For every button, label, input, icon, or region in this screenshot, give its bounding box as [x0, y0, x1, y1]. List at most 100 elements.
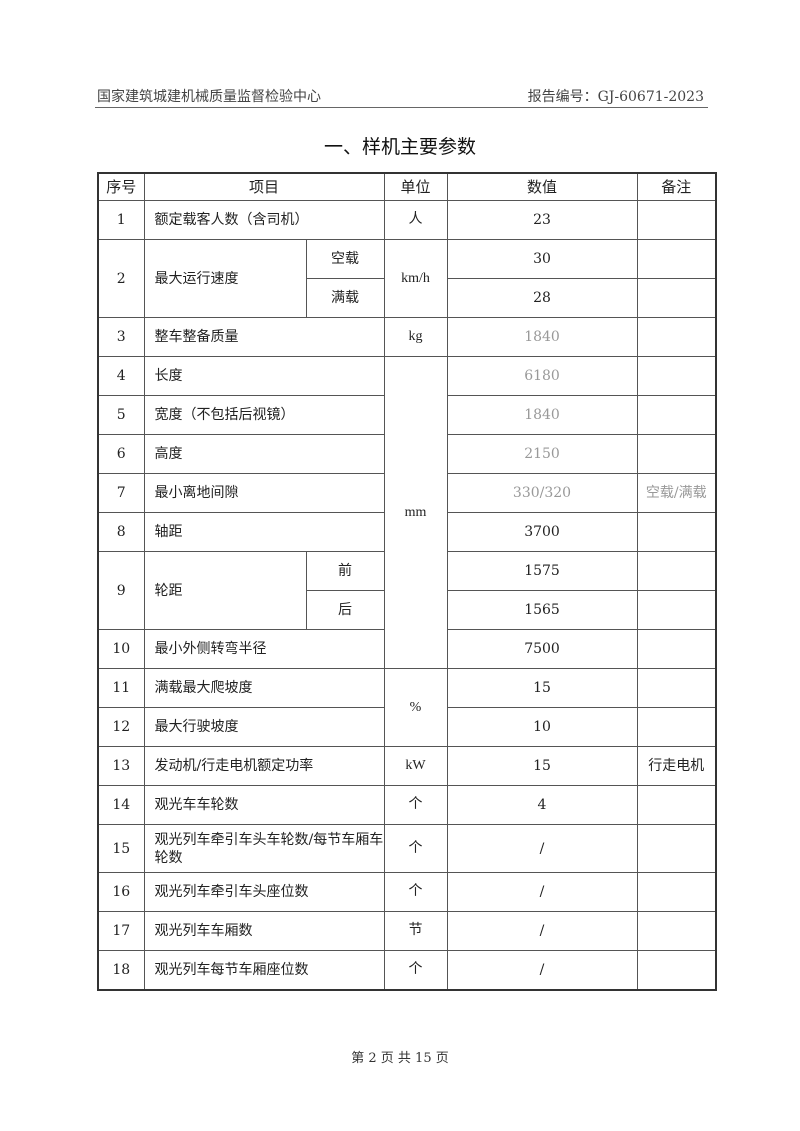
row-value: 1840 [446, 395, 638, 435]
row-number: 3 [97, 317, 145, 357]
table-header-row: 序号 项目 单位 数值 备注 [97, 172, 717, 201]
row-unit: kg [383, 317, 448, 357]
row-item: 最大运行速度 [143, 239, 307, 318]
row-unit: 个 [383, 824, 448, 873]
row-value: / [446, 824, 638, 873]
row-unit: 个 [383, 950, 448, 991]
row-item: 观光列车车厢数 [143, 911, 385, 951]
table-row: 4 长度 mm 6180 [97, 356, 717, 669]
row-value: 1565 [446, 590, 638, 630]
row-value: / [446, 950, 638, 991]
table-row: 12 最大行驶坡度 10 [97, 707, 717, 747]
page-number: 第 2 页 共 15 页 [351, 1051, 449, 1066]
row-number: 4 [97, 356, 145, 396]
row-value: 10 [446, 707, 638, 747]
row-sub-item: 满载 [305, 278, 385, 318]
table-row: 10 最小外侧转弯半径 7500 [97, 629, 717, 669]
row-unit: 个 [383, 872, 448, 912]
header-organization: 国家建筑城建机械质量监督检验中心 [97, 89, 321, 105]
table-row: 后 1565 [98, 590, 717, 630]
row-remark [636, 551, 717, 591]
row-item: 观光列车牵引车头车轮数/每节车厢车轮数 [143, 824, 385, 873]
row-item: 宽度（不包括后视镜） [143, 395, 385, 435]
row-item: 额定载客人数（含司机） [143, 200, 385, 240]
row-value: / [446, 911, 638, 951]
row-number: 6 [97, 434, 145, 474]
row-remark [636, 911, 717, 951]
row-sub-item: 空载 [305, 239, 385, 279]
row-value: 2150 [446, 434, 638, 474]
column-header: 备注 [636, 172, 717, 201]
row-value: 23 [446, 200, 638, 240]
table-row: 15 观光列车牵引车头车轮数/每节车厢车轮数个 / [97, 824, 717, 873]
table-row: 7 最小离地间隙 330/320 空载/满载 [97, 473, 717, 513]
row-remark: 空载/满载 [636, 473, 717, 513]
row-item: 最小外侧转弯半径 [143, 629, 385, 669]
row-remark [636, 434, 717, 474]
row-unit: 人 [383, 200, 448, 240]
row-remark [636, 512, 717, 552]
row-value: 4 [446, 785, 638, 825]
row-sub-item: 后 [305, 590, 385, 630]
row-remark [636, 590, 717, 630]
row-remark [636, 707, 717, 747]
row-remark [636, 200, 717, 240]
column-header: 单位 [383, 172, 448, 201]
row-number: 5 [97, 395, 145, 435]
row-number: 14 [97, 785, 145, 825]
row-number: 12 [97, 707, 145, 747]
row-unit: kW [383, 746, 448, 786]
row-number: 17 [97, 911, 145, 951]
row-value: 7500 [446, 629, 638, 669]
row-item: 整车整备质量 [143, 317, 385, 357]
table-row: 6 高度 2150 [97, 434, 717, 474]
table-row: 满载 28 [98, 278, 717, 318]
row-remark [636, 395, 717, 435]
row-remark [636, 668, 717, 708]
row-remark [636, 239, 717, 279]
row-number: 9 [97, 551, 145, 630]
header-report-number: 报告编号：GJ-60671-2023 [527, 89, 704, 105]
row-value: 1575 [446, 551, 638, 591]
row-value: 6180 [446, 356, 638, 396]
row-value: 3700 [446, 512, 638, 552]
column-header: 数值 [446, 172, 638, 201]
table-row: 8 轴距 3700 [97, 512, 717, 552]
row-remark [636, 785, 717, 825]
table-row: 2 最大运行速度 空载 km/h 30 [97, 239, 717, 318]
row-item: 观光列车每节车厢座位数 [143, 950, 385, 991]
row-value: / [446, 872, 638, 912]
row-number: 1 [97, 200, 145, 240]
row-value: 15 [446, 668, 638, 708]
row-remark: 行走电机 [636, 746, 717, 786]
row-item: 满载最大爬坡度 [143, 668, 385, 708]
table-row: 1 额定载客人数（含司机）人 23 [97, 200, 717, 240]
row-item: 轴距 [143, 512, 385, 552]
row-remark [636, 872, 717, 912]
table-row: 3 整车整备质量 kg 1840 [97, 317, 717, 357]
header-divider [95, 107, 708, 108]
table-row: 18 观光列车每节车厢座位数个 / [97, 950, 717, 991]
row-item: 长度 [143, 356, 385, 396]
table-row: 17 观光列车车厢数节 / [97, 911, 717, 951]
column-header: 项目 [143, 172, 385, 201]
row-unit: 个 [383, 785, 448, 825]
row-number: 10 [97, 629, 145, 669]
row-number: 16 [97, 872, 145, 912]
table-row: 11 满载最大爬坡度% 15 [97, 668, 717, 747]
row-item: 最大行驶坡度 [143, 707, 385, 747]
row-sub-item: 前 [305, 551, 385, 591]
row-remark [636, 950, 717, 991]
row-remark [636, 317, 717, 357]
row-remark [636, 278, 717, 318]
section-title: 一、样机主要参数 [323, 136, 476, 158]
row-value: 330/320 [446, 473, 638, 513]
row-item: 发动机/行走电机额定功率 [143, 746, 385, 786]
parameters-table: 序号 项目 单位 数值 备注 1 额定载客人数（含司机）人 23 2 最大运行速度 空载 k… [97, 172, 718, 991]
row-unit: % [383, 668, 448, 747]
row-value: 28 [446, 278, 638, 318]
row-item: 最小离地间隙 [143, 473, 385, 513]
row-item: 高度 [143, 434, 385, 474]
row-unit: mm [383, 356, 448, 669]
table-row: 16 观光列车牵引车头座位数个 / [97, 872, 717, 912]
